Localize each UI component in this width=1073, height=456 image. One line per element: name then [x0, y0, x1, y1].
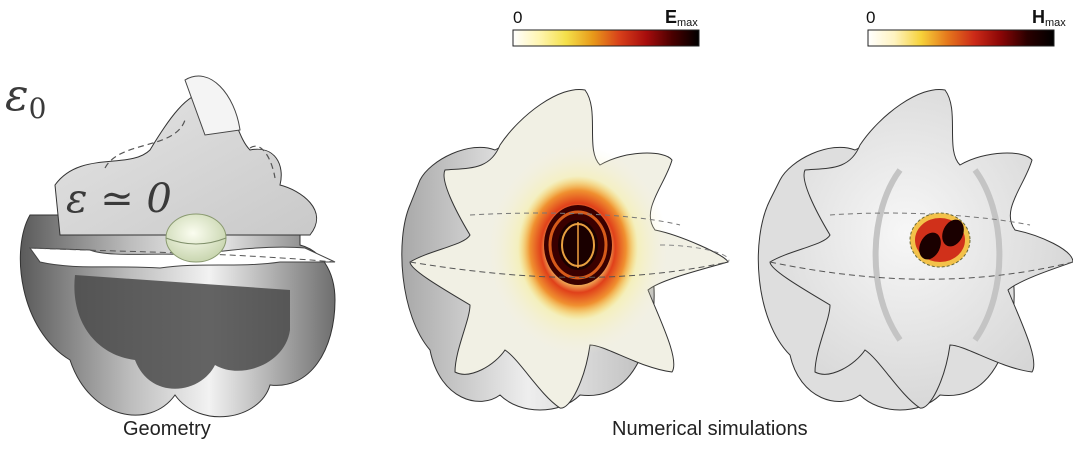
- geometry-illustration: ε0 ε ≃ 0: [5, 70, 336, 418]
- simulations-caption: Numerical simulations: [612, 418, 808, 440]
- e-colorbar-max-label: Emax: [665, 7, 698, 29]
- e-colorbar: 0 Emax: [512, 7, 700, 47]
- h-lobe-left: [919, 232, 941, 260]
- e-field-simulation: [401, 88, 730, 411]
- shell-cavity: [74, 275, 291, 389]
- outer-permittivity-label: ε0: [5, 70, 46, 125]
- e-colorbar-min-label: 0: [513, 8, 522, 27]
- geometry-caption: Geometry: [123, 418, 211, 440]
- inclusion-sphere: [165, 213, 227, 263]
- e-colorbar-gradient: [512, 29, 700, 47]
- h-colorbar-max-label: Hmax: [1032, 7, 1066, 29]
- h-colorbar: 0 Hmax: [866, 7, 1066, 47]
- h-lobe-right: [942, 219, 964, 247]
- h-colorbar-min-label: 0: [866, 8, 875, 27]
- h-colorbar-gradient: [867, 29, 1055, 47]
- top-lobe: [184, 75, 241, 136]
- inner-permittivity-label: ε ≃ 0: [66, 176, 172, 222]
- h-field-simulation: [757, 88, 1073, 411]
